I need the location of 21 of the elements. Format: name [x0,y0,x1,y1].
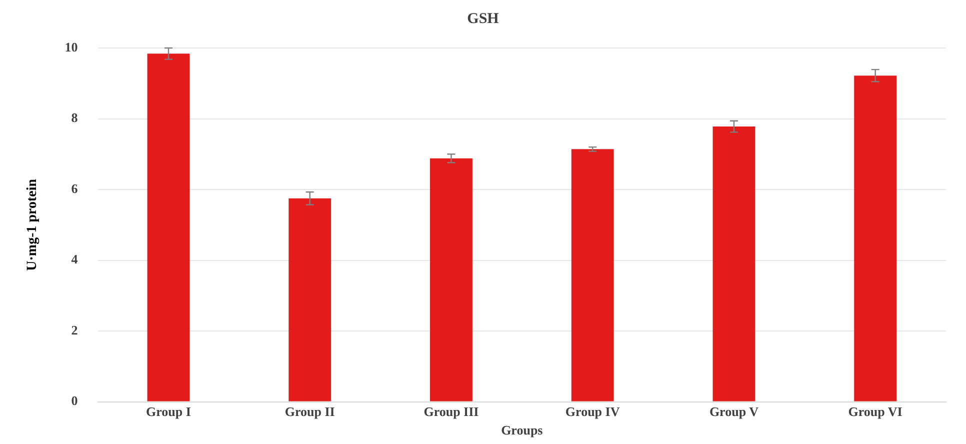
bar [854,76,897,402]
bar [147,54,190,402]
bar [712,126,756,402]
x-tick-label: Group IV [565,404,620,419]
y-axis-title: U·mg-1 protein [25,178,40,271]
y-tick-label: 0 [71,393,78,408]
y-tick-label: 8 [71,110,78,126]
bar [571,149,614,402]
x-axis-title: Groups [501,422,543,438]
chart-title: GSH [467,10,500,27]
x-tick-label: Group VI [848,404,902,419]
y-tick-label: 4 [71,252,78,267]
x-tick-label: Group III [424,404,479,419]
y-tick-label: 10 [64,39,78,54]
bar [430,158,472,402]
x-tick-label: Group V [709,404,760,419]
x-tick-label: Group I [146,404,191,419]
y-tick-label: 6 [71,180,78,196]
x-tick-label: Group II [284,404,335,419]
y-tick-label: 2 [71,322,78,338]
bar [288,198,332,402]
